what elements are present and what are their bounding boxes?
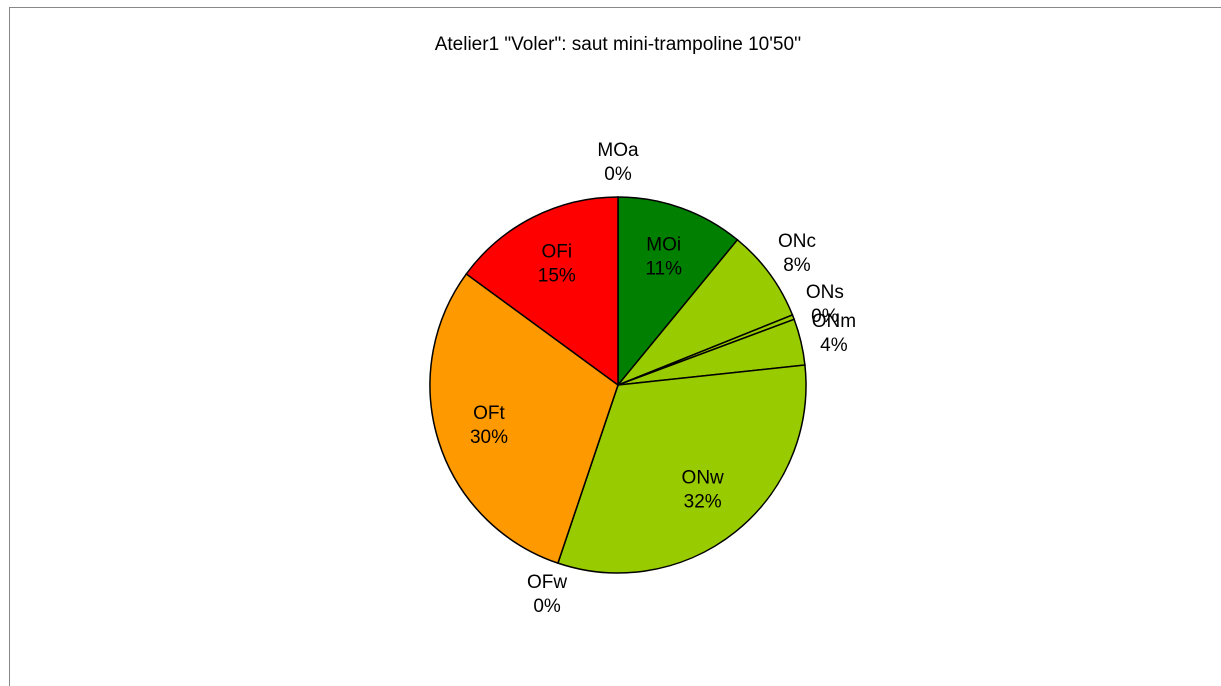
slice-value-label: 0% xyxy=(533,596,561,617)
pie-slice xyxy=(429,272,619,565)
slice-value-label: 8% xyxy=(783,255,811,276)
chart-title: Atelier1 "Voler": saut mini-trampoline 1… xyxy=(435,34,802,55)
slice-value-label: 15% xyxy=(538,265,576,286)
slice-label: ONc xyxy=(778,231,816,252)
slice-label: OFt xyxy=(473,403,505,424)
slice-label: MOa xyxy=(597,140,639,161)
pie-slice xyxy=(617,196,739,388)
slice-value-label: 11% xyxy=(645,259,682,280)
slice-value-label: 0% xyxy=(604,164,632,185)
slice-value-label: 30% xyxy=(470,427,508,448)
slice-value-label: 4% xyxy=(820,335,848,356)
slice-label: OFi xyxy=(541,241,572,262)
slice-label: OFw xyxy=(527,572,567,593)
slice-value-label: 32% xyxy=(684,492,722,513)
slice-label: MOi xyxy=(646,235,681,256)
slice-label: ONm xyxy=(812,311,856,332)
pie-slice xyxy=(617,238,794,386)
pie-slice xyxy=(465,196,619,387)
slice-value-label: 0% xyxy=(811,306,839,327)
slice-label: ONw xyxy=(682,468,725,489)
pie-slice xyxy=(556,364,807,574)
slice-label: ONs xyxy=(806,282,844,303)
